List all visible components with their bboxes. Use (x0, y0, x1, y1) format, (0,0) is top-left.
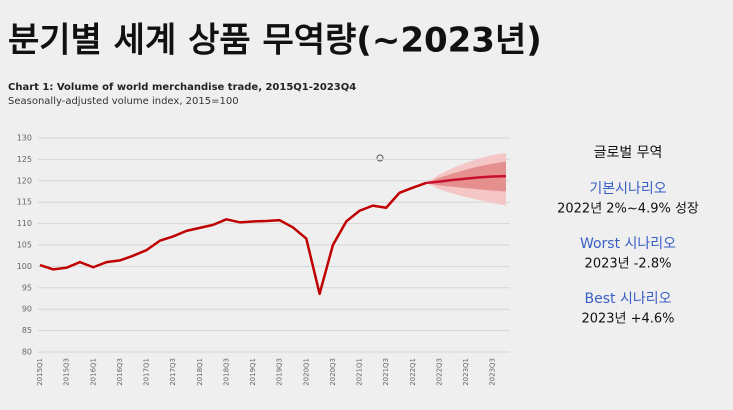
y-tick-label: 85 (22, 326, 32, 335)
chart-title: Chart 1: Volume of world merchandise tra… (8, 82, 356, 93)
x-tick-label: 2015Q3 (63, 358, 71, 386)
y-tick-label: 100 (17, 262, 32, 271)
chart-subtitle: Seasonally-adjusted volume index, 2015=1… (8, 96, 239, 107)
x-tick-label: 2019Q3 (276, 358, 284, 386)
scenario-detail: 2023년 -2.8% (585, 257, 672, 272)
panel-heading: 글로벌 무역 (594, 145, 663, 161)
x-tick-label: 2018Q3 (222, 358, 230, 386)
x-tick-label: 2019Q1 (249, 358, 257, 386)
x-tick-label: 2022Q1 (409, 358, 417, 386)
y-tick-label: 105 (17, 241, 32, 250)
x-tick-label: 2018Q1 (196, 358, 204, 386)
scenario-detail: 2023년 +4.6% (581, 312, 674, 327)
x-tick-label: 2017Q3 (169, 358, 177, 386)
x-tick-label: 2016Q3 (116, 358, 124, 386)
y-tick-label: 80 (22, 348, 32, 357)
forecast-band (426, 161, 506, 192)
y-tick-label: 125 (17, 155, 32, 164)
x-tick-label: 2016Q1 (89, 358, 97, 386)
y-tick-label: 95 (22, 283, 32, 292)
x-tick-label: 2022Q3 (435, 358, 443, 386)
scenario-detail: 2022년 2%~4.9% 성장 (557, 202, 699, 217)
x-tick-label: 2017Q1 (143, 358, 151, 386)
x-tick-label: 2021Q3 (382, 358, 390, 386)
scenario-name: 기본시나리오 (589, 181, 666, 197)
y-tick-label: 110 (17, 219, 32, 228)
slide-title: 분기별 세계 상품 무역량(~2023년) (8, 21, 542, 61)
scenario-name: Best 시나리오 (585, 291, 672, 307)
y-tick-label: 130 (17, 134, 32, 143)
y-tick-label: 120 (17, 176, 32, 185)
scenario-name: Worst 시나리오 (580, 236, 676, 252)
series-line (39, 181, 427, 296)
marker-icon (376, 154, 384, 162)
x-tick-label: 2015Q1 (36, 358, 44, 386)
x-tick-label: 2021Q1 (356, 358, 364, 386)
y-tick-label: 90 (22, 305, 32, 314)
x-tick-label: 2023Q1 (462, 358, 470, 386)
x-tick-label: 2020Q1 (302, 358, 310, 386)
y-tick-label: 115 (17, 198, 32, 207)
x-tick-label: 2020Q3 (329, 358, 337, 386)
x-tick-label: 2023Q3 (489, 358, 497, 386)
series-line (425, 174, 507, 185)
